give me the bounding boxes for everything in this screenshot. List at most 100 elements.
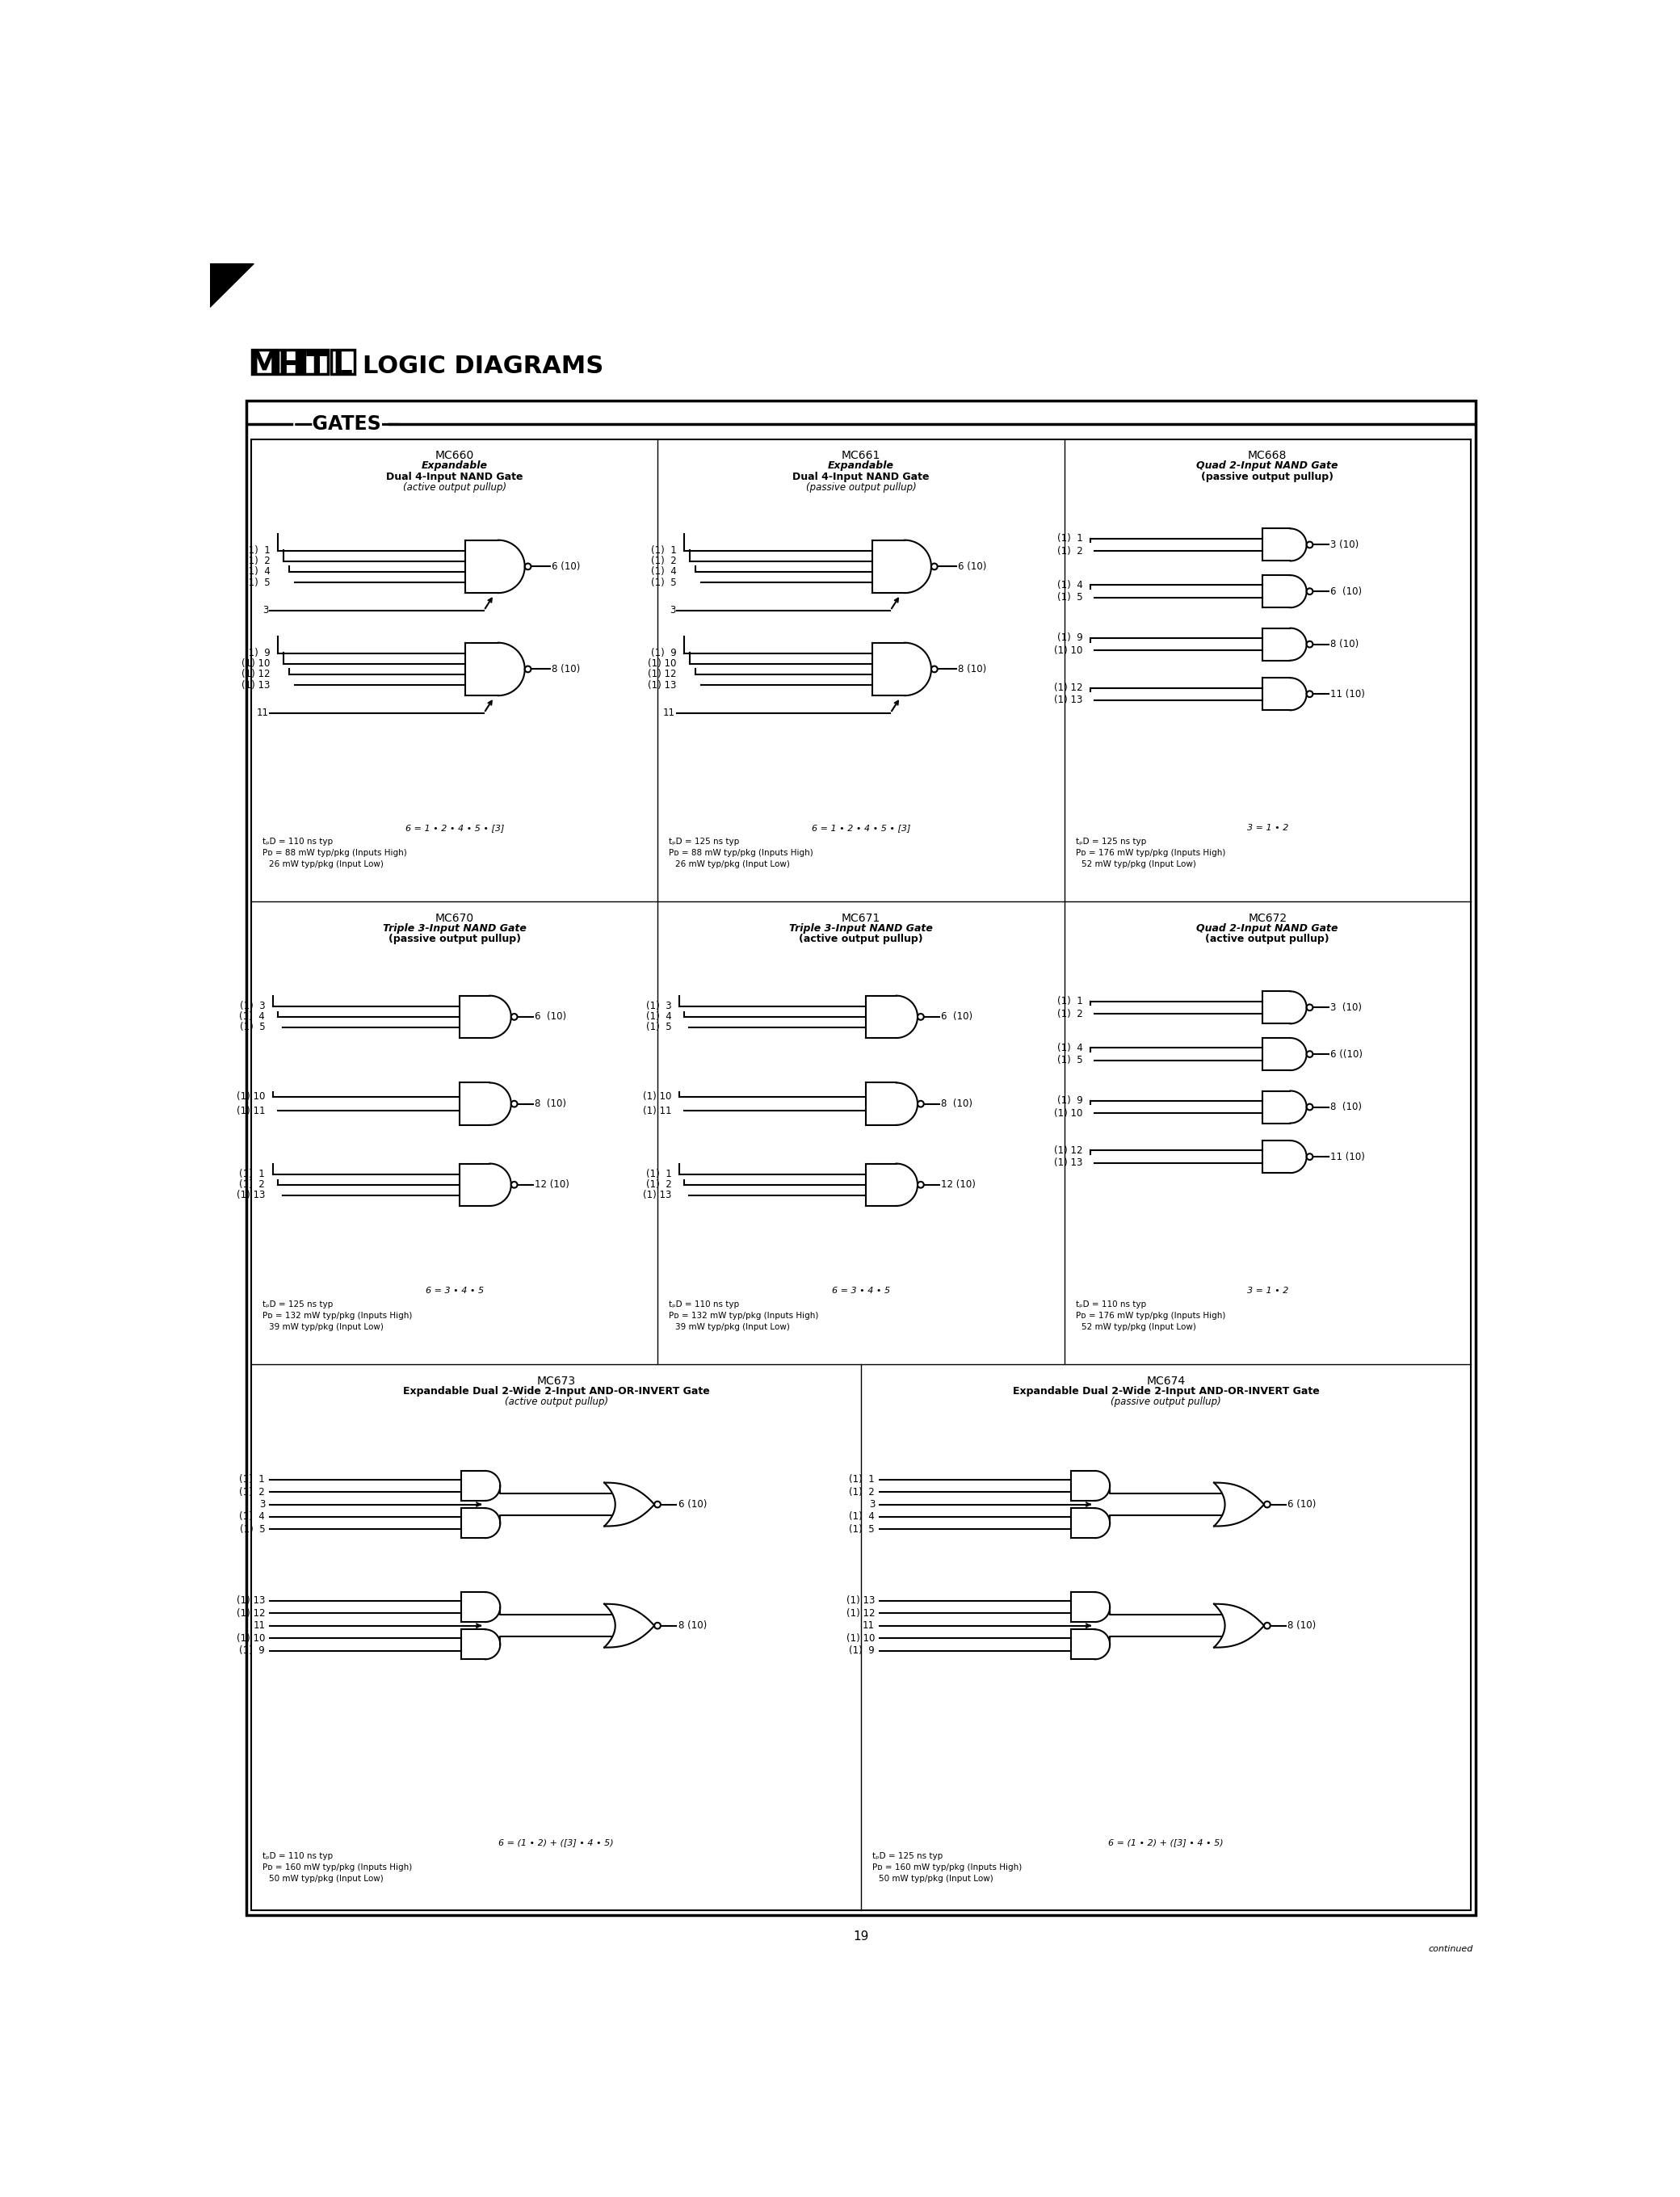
Circle shape [917, 1013, 924, 1019]
Text: 6 (10): 6 (10) [679, 1498, 707, 1509]
Text: (1) 13: (1) 13 [242, 679, 270, 690]
Text: (1)  3: (1) 3 [647, 1002, 672, 1011]
Text: Expandable: Expandable [828, 461, 894, 472]
Circle shape [1307, 1004, 1312, 1011]
Text: 6 = 1 • 2 • 4 • 5 • [3]: 6 = 1 • 2 • 4 • 5 • [3] [405, 824, 504, 833]
Text: 8  (10): 8 (10) [534, 1098, 566, 1109]
Text: (1) 10: (1) 10 [1055, 1107, 1084, 1118]
Text: (active output pullup): (active output pullup) [1206, 934, 1329, 945]
Text: (active output pullup): (active output pullup) [800, 934, 922, 945]
Text: (1)  1: (1) 1 [245, 545, 270, 556]
Circle shape [511, 1101, 517, 1107]
Text: 11 (10): 11 (10) [1331, 690, 1364, 699]
Text: 11: 11 [862, 1621, 875, 1630]
Text: (1)  5: (1) 5 [245, 578, 270, 587]
Text: (1) 12: (1) 12 [1055, 683, 1084, 692]
Text: (passive output pullup): (passive output pullup) [806, 481, 916, 492]
Text: T: T [306, 352, 328, 382]
Text: (1)  4: (1) 4 [240, 1011, 265, 1022]
Text: Triple 3-Input NAND Gate: Triple 3-Input NAND Gate [383, 923, 526, 934]
Text: Pᴅ = 88 mW typ/pkg (Inputs High): Pᴅ = 88 mW typ/pkg (Inputs High) [262, 848, 407, 857]
Text: 50 mW typ/pkg (Input Low): 50 mW typ/pkg (Input Low) [879, 1874, 993, 1883]
Text: (1) 10: (1) 10 [1055, 646, 1084, 655]
Text: (1)  4: (1) 4 [240, 1512, 265, 1523]
Text: (1) 12: (1) 12 [237, 1608, 265, 1619]
Text: (1) 10: (1) 10 [237, 1632, 265, 1643]
Text: (1)  1: (1) 1 [848, 1474, 875, 1485]
Text: (1)  1: (1) 1 [240, 1474, 265, 1485]
Text: 6 = (1 • 2) + ([3] • 4 • 5): 6 = (1 • 2) + ([3] • 4 • 5) [1109, 1839, 1223, 1845]
Circle shape [1307, 1153, 1312, 1160]
Text: 12 (10): 12 (10) [534, 1180, 570, 1191]
Circle shape [931, 666, 937, 672]
Text: (1)  4: (1) 4 [245, 567, 270, 578]
Circle shape [1307, 589, 1312, 595]
Text: (1)  2: (1) 2 [1057, 545, 1084, 556]
Text: 52 mW typ/pkg (Input Low): 52 mW typ/pkg (Input Low) [1082, 1323, 1196, 1331]
Text: (1)  2: (1) 2 [1057, 1008, 1084, 1019]
Text: (1) 11: (1) 11 [237, 1105, 265, 1116]
Text: tₚD = 125 ns typ: tₚD = 125 ns typ [262, 1301, 333, 1309]
Text: MC671: MC671 [842, 914, 880, 925]
Text: 19: 19 [853, 1931, 869, 1942]
Text: Pᴅ = 176 mW typ/pkg (Inputs High): Pᴅ = 176 mW typ/pkg (Inputs High) [1075, 848, 1225, 857]
Text: 8  (10): 8 (10) [941, 1098, 973, 1109]
Text: (passive output pullup): (passive output pullup) [1110, 1397, 1221, 1408]
Text: 8 (10): 8 (10) [1331, 639, 1359, 650]
Circle shape [524, 562, 531, 569]
Text: 6 (10): 6 (10) [1289, 1498, 1317, 1509]
Text: Pᴅ = 88 mW typ/pkg (Inputs High): Pᴅ = 88 mW typ/pkg (Inputs High) [669, 848, 813, 857]
Text: 6 (10): 6 (10) [958, 560, 986, 571]
Text: 3: 3 [869, 1498, 875, 1509]
Text: (1) 13: (1) 13 [1055, 1158, 1084, 1169]
Text: tₚD = 125 ns typ: tₚD = 125 ns typ [1075, 837, 1146, 846]
Text: (1)  5: (1) 5 [1057, 1055, 1084, 1066]
Circle shape [1307, 642, 1312, 648]
Text: 6 = 3 • 4 • 5: 6 = 3 • 4 • 5 [832, 1287, 890, 1294]
Text: (1)  2: (1) 2 [240, 1180, 265, 1191]
Text: Triple 3-Input NAND Gate: Triple 3-Input NAND Gate [790, 923, 932, 934]
Text: (1)  1: (1) 1 [1057, 534, 1084, 545]
Text: MC673: MC673 [536, 1375, 576, 1386]
Text: 8 (10): 8 (10) [679, 1621, 707, 1630]
Text: (passive output pullup): (passive output pullup) [1201, 472, 1334, 481]
Text: H: H [277, 352, 304, 382]
Text: LOGIC DIAGRAMS: LOGIC DIAGRAMS [363, 354, 603, 378]
FancyBboxPatch shape [331, 349, 354, 373]
Text: 11: 11 [664, 707, 675, 718]
Text: (1)  4: (1) 4 [848, 1512, 875, 1523]
Text: 39 mW typ/pkg (Input Low): 39 mW typ/pkg (Input Low) [269, 1323, 383, 1331]
Text: 8 (10): 8 (10) [551, 663, 580, 674]
Text: 3: 3 [669, 604, 675, 615]
Text: (1)  9: (1) 9 [1057, 1096, 1084, 1105]
Text: (active output pullup): (active output pullup) [504, 1397, 608, 1408]
Circle shape [654, 1624, 660, 1628]
Circle shape [1263, 1501, 1270, 1507]
Text: (passive output pullup): (passive output pullup) [388, 934, 521, 945]
Text: (1)  3: (1) 3 [240, 1002, 265, 1011]
Text: (1) 13: (1) 13 [237, 1595, 265, 1606]
Text: 26 mW typ/pkg (Input Low): 26 mW typ/pkg (Input Low) [269, 859, 383, 868]
Text: Expandable Dual 2-Wide 2-Input AND-OR-INVERT Gate: Expandable Dual 2-Wide 2-Input AND-OR-IN… [1013, 1386, 1319, 1397]
Text: Pᴅ = 132 mW typ/pkg (Inputs High): Pᴅ = 132 mW typ/pkg (Inputs High) [669, 1312, 818, 1320]
Text: (1)  4: (1) 4 [1057, 580, 1084, 591]
Text: MC670: MC670 [435, 914, 474, 925]
Text: (1)  2: (1) 2 [650, 556, 677, 567]
Text: tₚD = 110 ns typ: tₚD = 110 ns typ [262, 837, 333, 846]
Circle shape [1307, 1050, 1312, 1057]
Text: (1) 11: (1) 11 [643, 1105, 672, 1116]
Text: Quad 2-Input NAND Gate: Quad 2-Input NAND Gate [1196, 923, 1339, 934]
Text: (active output pullup): (active output pullup) [403, 481, 506, 492]
Text: (1)  1: (1) 1 [1057, 995, 1084, 1006]
Text: MC668: MC668 [1248, 450, 1287, 461]
Text: (1) 10: (1) 10 [237, 1092, 265, 1103]
Bar [252, 439, 1470, 1909]
FancyBboxPatch shape [304, 349, 328, 373]
Text: tₚD = 125 ns typ: tₚD = 125 ns typ [669, 837, 739, 846]
Text: 3 = 1 • 2: 3 = 1 • 2 [1247, 1287, 1289, 1294]
Text: Dual 4-Input NAND Gate: Dual 4-Input NAND Gate [793, 472, 929, 481]
Text: 6 = 1 • 2 • 4 • 5 • [3]: 6 = 1 • 2 • 4 • 5 • [3] [811, 824, 911, 833]
Circle shape [1307, 690, 1312, 696]
Text: (1)  1: (1) 1 [650, 545, 677, 556]
Text: continued: continued [1428, 1944, 1473, 1953]
